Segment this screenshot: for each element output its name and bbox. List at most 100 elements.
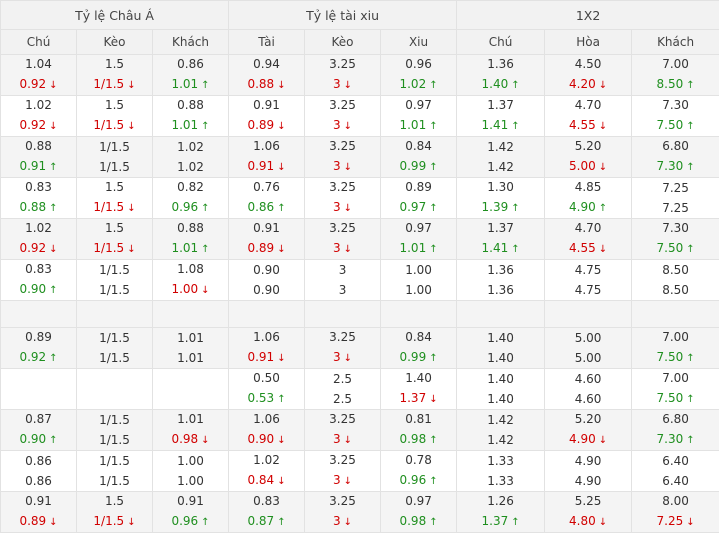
current-odds: 1/1.5: [99, 350, 130, 366]
arrow-down-icon: ↓: [344, 517, 352, 528]
arrow-down-icon: ↓: [599, 121, 607, 132]
opening-odds: 4.70: [575, 220, 602, 236]
opening-odds: 0.84: [405, 329, 432, 345]
opening-odds: 1.00: [405, 262, 432, 278]
arrow-up-icon: ↑: [429, 244, 437, 255]
opening-odds: 1.40: [487, 371, 514, 387]
arrow-down-icon: ↓: [49, 517, 57, 528]
opening-odds: 1.37: [487, 220, 514, 236]
current-odds: 5.00↓: [569, 158, 607, 176]
opening-odds: 1.5: [105, 56, 124, 72]
opening-odds: 7.00: [662, 329, 689, 345]
empty-cell: [229, 301, 305, 328]
current-odds: 0.89↓: [247, 240, 285, 258]
opening-odds: 1.36: [487, 56, 514, 72]
group-header-row: Tỷ lệ Châu Á Tỷ lệ tài xiu 1X2: [1, 1, 719, 30]
current-odds: 8.50↑: [657, 76, 695, 94]
opening-odds: 5.20: [575, 138, 602, 154]
current-odds: 3↓: [333, 240, 352, 258]
opening-odds: 1.02: [25, 220, 52, 236]
opening-odds: 0.97: [405, 493, 432, 509]
current-odds: 4.55↓: [569, 117, 607, 135]
column-header-away-1x2: Khách: [632, 30, 719, 55]
arrow-down-icon: ↓: [201, 285, 209, 296]
current-odds: 8.50: [662, 282, 689, 298]
current-odds: 0.96↑: [171, 199, 209, 217]
arrow-down-icon: ↓: [344, 244, 352, 255]
current-odds: 7.50↑: [657, 390, 695, 408]
opening-odds: 6.80: [662, 138, 689, 154]
current-odds: 1.02: [177, 159, 204, 175]
opening-odds: 3.25: [329, 97, 356, 113]
arrow-up-icon: ↑: [599, 203, 607, 214]
current-odds: 0.91↓: [247, 349, 285, 367]
current-odds: 1.02↑: [399, 76, 437, 94]
group-header-over-under: Tỷ lệ tài xiu: [229, 1, 457, 30]
arrow-up-icon: ↑: [429, 162, 437, 173]
column-header-over: Tài: [229, 30, 305, 55]
current-odds: 0.98↑: [399, 513, 437, 531]
opening-odds: 1.00: [177, 453, 204, 469]
arrow-up-icon: ↑: [49, 162, 57, 173]
current-odds: 0.89↓: [19, 513, 57, 531]
opening-odds: 1.42: [487, 139, 514, 155]
current-odds: 1.41↑: [482, 240, 520, 258]
current-odds: 3↓: [333, 158, 352, 176]
opening-odds: 1.01: [177, 411, 204, 427]
current-odds: 0.88↓: [247, 76, 285, 94]
current-odds: 0.92↓: [19, 76, 57, 94]
current-odds: 3↓: [333, 76, 352, 94]
opening-odds: 0.82: [177, 179, 204, 195]
opening-odds: 4.60: [575, 371, 602, 387]
opening-odds: 1.33: [487, 453, 514, 469]
arrow-down-icon: ↓: [49, 244, 57, 255]
current-odds: 0.87↑: [247, 513, 285, 531]
opening-odds: 0.91: [253, 97, 280, 113]
opening-odds: 0.87: [25, 411, 52, 427]
arrow-down-icon: ↓: [344, 80, 352, 91]
column-header-under: Xiu: [381, 30, 457, 55]
opening-odds: 1.40: [487, 330, 514, 346]
opening-odds: 0.76: [253, 179, 280, 195]
arrow-down-icon: ↓: [277, 80, 285, 91]
opening-odds: 3.25: [329, 56, 356, 72]
current-odds: 4.75: [575, 282, 602, 298]
opening-odds: 1/1.5: [99, 412, 130, 428]
current-odds: 0.96↑: [399, 472, 437, 490]
opening-odds: 7.25: [662, 180, 689, 196]
current-odds: 0.88↑: [19, 199, 57, 217]
opening-odds: 1.01: [177, 330, 204, 346]
odds-cell: 5.20 5.00↓: [545, 137, 632, 178]
opening-odds: 3.25: [329, 220, 356, 236]
current-odds: 0.53↑: [247, 390, 285, 408]
